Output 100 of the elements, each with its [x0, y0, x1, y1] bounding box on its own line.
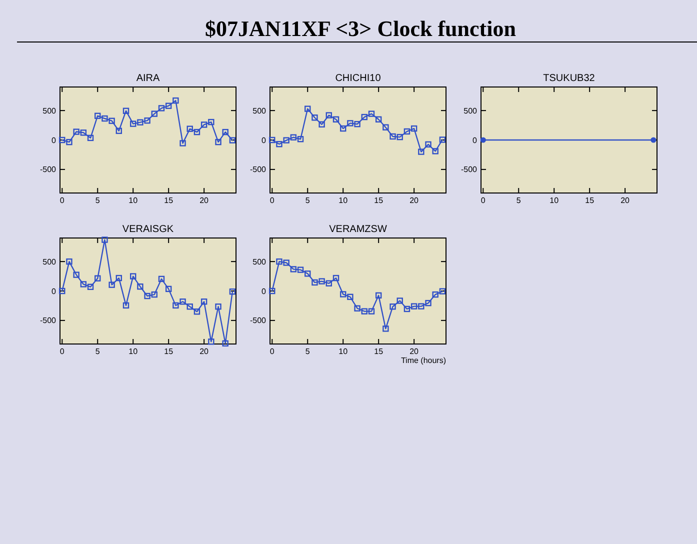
- y-tick-label: 500: [464, 106, 478, 116]
- point: [87, 134, 94, 142]
- point: [59, 136, 66, 144]
- point: [276, 258, 282, 265]
- x-tick-label: 5: [516, 196, 522, 205]
- point: [290, 266, 297, 272]
- x-tick-label: 5: [305, 347, 310, 356]
- text: $07JAN11XF <3> Clock function: [205, 16, 516, 41]
- point: [116, 128, 122, 134]
- point: [375, 116, 382, 122]
- point: [180, 140, 186, 146]
- point: [165, 102, 172, 109]
- point: [151, 291, 158, 298]
- point: [80, 281, 87, 288]
- point: [404, 306, 410, 312]
- point: [304, 270, 311, 277]
- point: [116, 274, 122, 282]
- x-tick-label: 15: [374, 347, 384, 356]
- point: [215, 304, 222, 310]
- point: [432, 148, 438, 154]
- point: [108, 282, 115, 288]
- point: [222, 340, 228, 347]
- point: [186, 304, 193, 310]
- point: [122, 302, 130, 309]
- point: [269, 288, 276, 294]
- y-tick-label: -500: [460, 165, 478, 174]
- x-tick-label: 5: [95, 347, 100, 356]
- point: [368, 110, 375, 117]
- point: [326, 280, 332, 286]
- point: [73, 272, 80, 278]
- y-tick-label: -500: [250, 165, 267, 174]
- point: [410, 303, 418, 310]
- point: [276, 141, 282, 148]
- point: [215, 138, 222, 146]
- point: [418, 303, 424, 310]
- chart-title: AIRA: [136, 73, 160, 84]
- point: [158, 276, 165, 282]
- point: [158, 105, 165, 112]
- chart-title: VERAMZSW: [329, 224, 388, 235]
- point: [312, 114, 318, 121]
- x-tick-label: 10: [338, 347, 348, 356]
- x-tick-label: 15: [164, 347, 174, 356]
- point: [425, 300, 432, 306]
- point: [208, 118, 214, 126]
- point: [200, 298, 208, 305]
- y-tick-label: 0: [262, 136, 267, 145]
- point: [410, 125, 418, 132]
- point: [439, 136, 446, 143]
- y-tick-label: 500: [42, 106, 57, 116]
- point: [340, 125, 346, 132]
- point: [347, 294, 354, 300]
- point: [186, 126, 193, 132]
- point: [194, 308, 200, 315]
- point: [130, 120, 136, 127]
- point: [354, 305, 360, 312]
- x-tick-label: 10: [550, 196, 560, 205]
- point: [122, 108, 130, 114]
- point: [269, 136, 276, 144]
- point: [318, 121, 325, 128]
- point: [172, 302, 179, 309]
- x-tick-label: 0: [60, 347, 65, 356]
- point: [396, 134, 403, 140]
- point: [432, 291, 438, 298]
- point: [326, 112, 332, 118]
- point: [418, 148, 424, 155]
- point: [304, 106, 311, 112]
- point: [368, 308, 375, 314]
- x-tick-label: 15: [164, 196, 174, 205]
- point: [312, 279, 318, 286]
- point: [200, 122, 208, 128]
- point: [396, 298, 403, 304]
- point: [425, 141, 432, 148]
- point: [102, 115, 108, 122]
- point: [361, 114, 368, 120]
- x-tick-label: 20: [620, 196, 630, 205]
- point: [165, 286, 172, 292]
- point: [347, 120, 354, 126]
- point: [130, 273, 136, 280]
- point: [375, 292, 382, 299]
- x-tick-label: 0: [480, 196, 486, 205]
- y-tick-label: -500: [250, 316, 267, 326]
- point: [404, 128, 410, 135]
- point: [229, 288, 236, 295]
- point: [66, 258, 72, 265]
- point: [172, 97, 179, 104]
- point: [354, 121, 360, 128]
- point: [144, 117, 150, 124]
- x-tick-label: 15: [585, 196, 595, 205]
- chart-title: CHICHI10: [335, 73, 382, 84]
- x-tick-label: 0: [270, 196, 275, 205]
- point: [94, 112, 101, 119]
- point: [137, 119, 144, 126]
- x-tick-label: 10: [128, 196, 138, 205]
- point: [390, 133, 396, 140]
- point: [361, 308, 368, 314]
- point: [382, 326, 389, 332]
- point: [332, 274, 340, 282]
- x-tick-label: 10: [128, 347, 138, 356]
- point: [222, 128, 228, 136]
- y-tick-label: 0: [52, 136, 57, 145]
